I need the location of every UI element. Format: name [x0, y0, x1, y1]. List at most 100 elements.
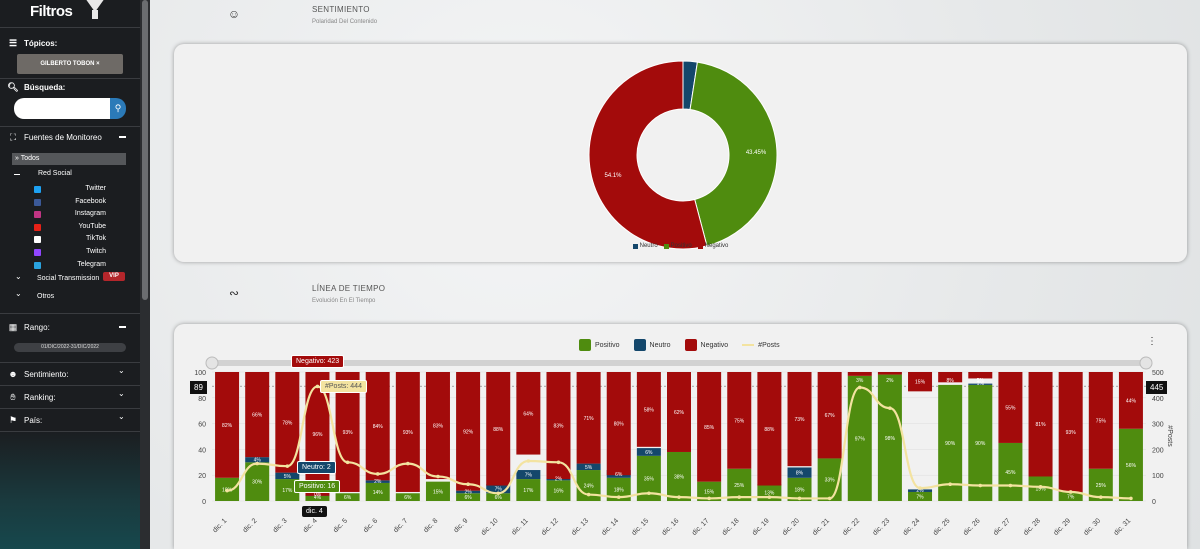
topic-chip[interactable]: GILBERTO TOBON ×	[17, 54, 123, 74]
list-icon: ☰	[8, 37, 18, 48]
data-label-negativo: 93%	[403, 430, 414, 436]
pais-filter[interactable]: ⚑ País:	[8, 415, 42, 425]
rango-section[interactable]: ▦ Rango:	[8, 322, 50, 332]
search-icon: ⚲	[114, 103, 122, 113]
data-label-positivo: 6%	[404, 495, 412, 501]
data-label-negativo: 44%	[1126, 398, 1137, 404]
fuentes-section[interactable]: ⛶ Fuentes de Monitoreo	[8, 132, 102, 142]
bar-negativo	[215, 372, 240, 478]
x-tick-label: dic. 9	[453, 517, 470, 534]
youtube-icon	[34, 223, 41, 231]
otros-label[interactable]: Otros	[37, 293, 55, 300]
todos-option[interactable]: » Todos	[12, 153, 126, 165]
data-label-negativo: 5%	[977, 378, 985, 384]
legend-negativo[interactable]: Negativo	[684, 339, 728, 351]
right-axis-badge: 445	[1146, 381, 1168, 394]
bar-negativo	[1088, 372, 1113, 469]
bar-negativo	[425, 372, 450, 480]
legend-positivo[interactable]: Positivo	[579, 339, 620, 351]
bar-negativo	[1058, 372, 1083, 492]
source-item-twitch[interactable]: Twitch	[86, 248, 106, 255]
sidebar-scroll-thumb[interactable]	[142, 0, 148, 300]
posts-point	[857, 385, 862, 390]
y-tick-left: 40	[198, 447, 206, 454]
red-social-label[interactable]: Red Social	[38, 170, 72, 177]
sentimiento-filter[interactable]: ☻ Sentimiento:	[8, 369, 68, 379]
source-item-twitter[interactable]: Twitter	[85, 185, 106, 192]
source-item-facebook[interactable]: Facebook	[75, 197, 106, 205]
posts-point	[375, 472, 380, 476]
collapse-icon[interactable]	[119, 326, 126, 328]
sidebar-title: Filtros	[30, 3, 73, 20]
chevron-down-icon[interactable]: ⌄	[118, 412, 125, 421]
todos-label: Todos	[20, 155, 40, 162]
bar-negativo	[998, 372, 1023, 443]
legend-negativo[interactable]: Negativo	[697, 243, 728, 249]
sentimiento-filter-label: Sentimiento:	[24, 369, 69, 379]
search-button[interactable]: ⚲	[110, 98, 126, 119]
ranking-filter[interactable]: ✋︎ Ranking:	[8, 392, 55, 402]
source-item-tiktok[interactable]: TikTok	[86, 235, 106, 243]
sentiment-card: 43.45% 54.1% Neutro Positivo Negativo	[174, 44, 1187, 262]
wave-icon: ∾	[228, 286, 240, 300]
data-label-negativo: 73%	[795, 417, 806, 423]
bar-positivo	[697, 481, 722, 501]
chevron-down-icon[interactable]: ⌄	[15, 272, 22, 281]
legend-neutro[interactable]: Neutro	[633, 339, 671, 351]
bar-positivo	[275, 479, 300, 501]
legend-positivo[interactable]: Positivo	[663, 243, 692, 249]
date-range-value[interactable]: 01/DIC/2022-31/DIC/2022	[14, 343, 126, 352]
data-label-negativo: 83%	[433, 424, 444, 430]
emoji-faces-icon: ☺	[227, 7, 241, 21]
data-label-positivo: 30%	[252, 480, 263, 486]
data-label-negativo: 96%	[312, 432, 323, 438]
bar-negativo	[576, 372, 601, 464]
collapse-red-social-icon[interactable]	[14, 174, 20, 175]
chevron-down-icon[interactable]: ⌄	[15, 289, 22, 298]
sentimiento-title: SENTIMIENTO	[312, 5, 370, 14]
data-label-neutro: 2%	[916, 488, 924, 494]
data-label-negativo: 88%	[764, 427, 775, 433]
x-tick-label: dic. 21	[812, 517, 832, 537]
x-tick-label: dic. 11	[511, 517, 530, 536]
telegram-icon	[34, 261, 41, 269]
bar-positivo	[305, 495, 330, 501]
legend-neutro[interactable]: Neutro	[632, 243, 658, 249]
source-item-youtube[interactable]: YouTube	[78, 222, 106, 230]
x-tick-label: dic. 17	[691, 517, 711, 537]
chevron-down-icon[interactable]: ⌄	[118, 366, 125, 375]
posts-point	[737, 495, 742, 499]
bar-negativo	[456, 372, 481, 491]
posts-point	[255, 461, 259, 466]
legend-posts[interactable]: #Posts	[742, 342, 780, 349]
bar-positivo	[847, 375, 872, 501]
topicos-section[interactable]: ☰ Tópicos:	[8, 38, 57, 48]
timeline-chart: 0 0 20 100 40 200 60 300 80 400 100 500 #Posts 82% 18%…	[194, 356, 1173, 537]
y-tick-left: 0	[202, 499, 206, 506]
data-label-positivo: 7%	[916, 494, 924, 500]
social-transmission-label[interactable]: Social Transmission	[37, 275, 100, 282]
search-input[interactable]	[14, 98, 110, 119]
posts-point	[707, 496, 711, 501]
data-label-neutro: 7%	[525, 473, 533, 479]
close-icon[interactable]: ×	[96, 61, 100, 67]
data-label-positivo: 56%	[1126, 463, 1137, 469]
data-label-negativo: 78%	[282, 420, 293, 426]
data-label-positivo: 24%	[584, 484, 595, 490]
y-tick-right: 200	[1152, 447, 1164, 454]
posts-point	[1099, 495, 1103, 499]
bar-positivo	[877, 374, 902, 501]
data-label-neutro: 5%	[585, 465, 593, 471]
bar-positivo	[606, 477, 631, 501]
bar-neutro	[636, 448, 661, 456]
source-item-instagram[interactable]: Instagram	[74, 210, 106, 218]
more-options-icon[interactable]: ⋮	[1147, 336, 1157, 347]
bar-negativo	[1118, 372, 1143, 429]
chevron-down-icon[interactable]: ⌄	[118, 389, 125, 398]
data-label-neutro: 8%	[796, 471, 804, 477]
source-item-telegram[interactable]: Telegram	[77, 260, 106, 268]
fuentes-label: Fuentes de Monitoreo	[24, 132, 102, 142]
data-label-negativo: 80%	[614, 422, 625, 428]
collapse-icon[interactable]	[119, 136, 126, 138]
posts-point	[526, 459, 531, 463]
